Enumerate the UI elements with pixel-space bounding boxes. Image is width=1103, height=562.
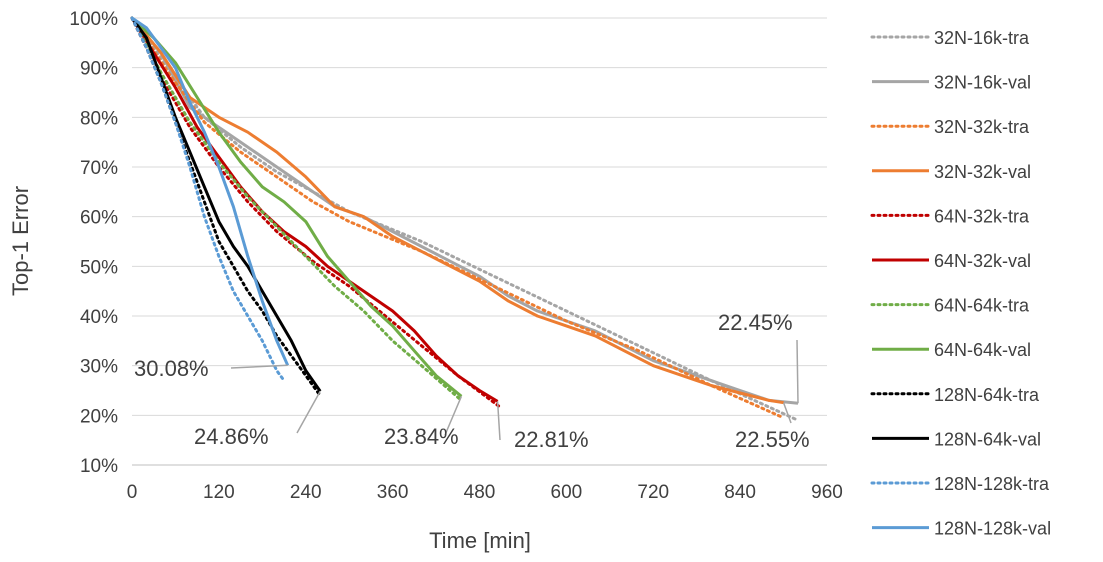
annotation-leader-line	[796, 339, 799, 404]
legend-entry: 32N-32k-tra	[934, 117, 1030, 137]
legend-entry: 128N-64k-tra	[934, 385, 1040, 405]
series-line-64N-64k-tra	[130, 16, 463, 402]
y-tick-label: 30%	[80, 357, 118, 378]
data-label: 30.08%	[134, 356, 209, 381]
y-tick-label: 60%	[80, 208, 118, 229]
x-tick-label: 0	[127, 482, 138, 503]
y-tick-label: 40%	[80, 307, 118, 328]
annotation-leader-line	[296, 390, 321, 434]
series-line-128N-128k-val	[131, 16, 290, 366]
x-tick-label: 600	[551, 482, 583, 503]
series-line-64N-64k-val	[130, 16, 463, 398]
data-label: 22.45%	[718, 310, 793, 335]
plot-series	[130, 16, 800, 422]
y-tick-label: 50%	[80, 257, 118, 278]
annotation-leader-line	[782, 402, 792, 424]
data-label: 22.55%	[735, 427, 810, 452]
legend-entry: 128N-128k-tra	[934, 474, 1050, 494]
y-tick-label: 20%	[80, 406, 118, 427]
y-tick-label: 100%	[69, 9, 118, 30]
legend-entry: 32N-16k-tra	[934, 28, 1030, 48]
annotations: 22.45% 22.55% 22.81% 23.84% 24.86% 30.08%	[134, 310, 810, 452]
legend-entry: 32N-32k-val	[934, 162, 1031, 182]
x-tick-label: 960	[811, 482, 843, 503]
series-line-128N-128k-tra	[130, 16, 286, 383]
gridlines	[132, 17, 827, 466]
x-tick-label: 720	[637, 482, 669, 503]
series-line-128N-64k-val	[130, 17, 322, 393]
x-tick-label: 840	[724, 482, 756, 503]
x-tick-label: 480	[464, 482, 496, 503]
y-tick-label: 10%	[80, 456, 118, 477]
series-line-32N-16k-val	[130, 17, 799, 405]
annotation-leader-line	[444, 396, 463, 436]
legend-entry: 64N-64k-tra	[934, 296, 1030, 316]
legend: 32N-16k-tra 32N-16k-val 32N-32k-tra 32N-32k…	[870, 28, 1051, 539]
series-line-32N-16k-tra	[130, 16, 800, 422]
x-tick-label: 120	[203, 482, 235, 503]
series-line-64N-32k-val	[130, 17, 499, 403]
legend-entry: 64N-64k-val	[934, 340, 1031, 360]
y-axis-label: Top-1 Error	[8, 186, 33, 296]
annotation-leader-line	[230, 364, 288, 369]
legend-entry: 32N-16k-val	[934, 73, 1031, 93]
data-label: 24.86%	[194, 424, 269, 449]
legend-entry: 128N-64k-val	[934, 429, 1041, 449]
annotation-leader-line	[496, 401, 501, 441]
x-tick-label: 360	[377, 482, 409, 503]
y-tick-label: 90%	[80, 59, 118, 80]
data-label: 22.81%	[514, 427, 589, 452]
y-tick-label: 80%	[80, 108, 118, 129]
axes: 10% 20% 30% 40% 50% 60% 70% 80% 90% 100% 0 120 240 36…	[69, 9, 842, 503]
legend-entry: 128N-128k-val	[934, 519, 1051, 539]
series-line-32N-32k-tra	[130, 16, 786, 420]
data-label: 23.84%	[384, 424, 459, 449]
series-line-32N-32k-val	[130, 17, 784, 405]
legend-entry: 64N-32k-tra	[934, 206, 1030, 226]
x-tick-label: 240	[290, 482, 322, 503]
y-tick-label: 70%	[80, 158, 118, 179]
legend-entry: 64N-32k-val	[934, 251, 1031, 271]
series-line-64N-32k-tra	[130, 16, 503, 410]
x-axis-label: Time [min]	[429, 528, 531, 553]
